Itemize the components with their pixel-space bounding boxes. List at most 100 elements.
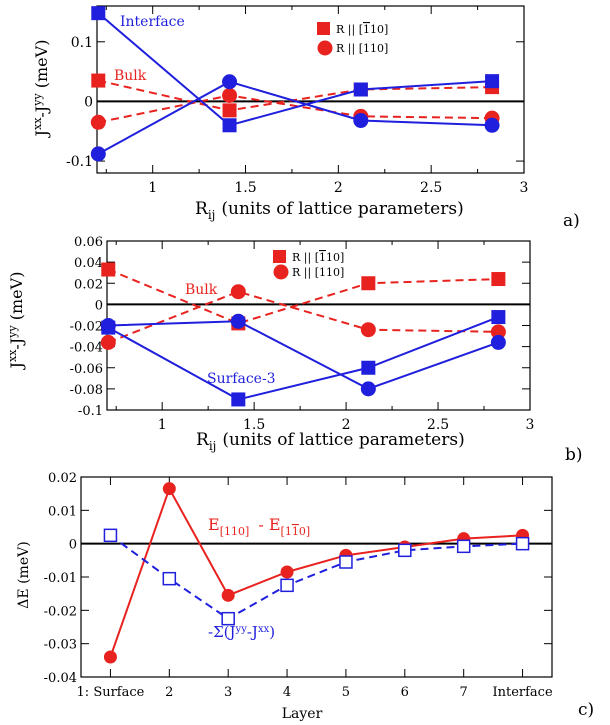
data-point — [360, 381, 376, 397]
data-point — [353, 82, 368, 97]
panel-a: 1 1.5 2 2.5 3 -0.1 0 0.1 R || [110] R || [110] … — [31, 5, 580, 231]
y-tick-label: -0.02 — [70, 320, 103, 335]
data-point — [90, 114, 106, 130]
y-axis-label: ΔE (meV) — [16, 541, 32, 608]
y-tick-label: -0.1 — [66, 154, 93, 170]
series-line — [97, 80, 493, 155]
data-point — [398, 543, 412, 558]
data-point — [222, 87, 238, 103]
data-point — [490, 334, 506, 350]
data-point — [361, 360, 376, 375]
x-tick-label: 5 — [342, 685, 350, 700]
legend-entry-1: R || [110] — [336, 23, 388, 37]
y-tick-label: -0.04 — [44, 671, 77, 686]
panel-b-axes: 1 1.5 2 2.5 3 -0.1 -0.08 -0.06 -0.04 -0.02 0 0.02 0.… — [70, 235, 535, 433]
data-point — [280, 565, 294, 579]
legend-circle-marker — [273, 264, 289, 280]
y-tick-label: -0.04 — [70, 341, 103, 356]
panel-b-series — [100, 262, 506, 407]
data-point — [515, 536, 530, 551]
x-tick-label: 4 — [283, 685, 291, 700]
data-point — [221, 588, 235, 602]
data-point — [456, 539, 471, 554]
data-point — [491, 310, 506, 325]
panel-b: 1 1.5 2 2.5 3 -0.1 -0.08 -0.06 -0.04 -0.02 0 0.02 0.… — [6, 235, 583, 465]
y-tick-label: -0.02 — [44, 604, 77, 619]
data-point — [230, 313, 246, 329]
series-line — [97, 12, 493, 127]
data-point — [491, 272, 506, 287]
panel-a-frame — [96, 5, 525, 174]
data-point — [280, 578, 294, 593]
annotation-sum: -Σ(Jyy-Jxx) — [208, 623, 275, 641]
y-axis-label: Jxx-Jyy (meV) — [6, 272, 27, 371]
x-tick-label: 1: Surface — [77, 685, 145, 700]
x-tick-label: 2.5 — [427, 417, 449, 433]
x-tick-label: 2.5 — [420, 180, 442, 196]
data-point — [221, 611, 235, 626]
data-point — [162, 571, 177, 586]
annotation-energy-difference: E[110] - E[110] — [208, 515, 310, 538]
x-tick-label: 1.5 — [243, 417, 265, 433]
data-point — [222, 74, 238, 90]
annotation-bulk: Bulk — [185, 282, 218, 298]
x-axis-label: Rij (units of lattice parameters) — [196, 430, 465, 453]
data-point — [101, 262, 116, 277]
panel-b-legend: R || [110] R || [110] — [273, 250, 344, 280]
y-tick-label: -0.01 — [44, 571, 77, 586]
x-tick-label: Interface — [492, 685, 552, 700]
legend-circle-marker — [317, 40, 333, 56]
series-line — [107, 290, 499, 344]
series-line — [107, 268, 499, 325]
x-tick-label: 1 — [158, 417, 167, 433]
panel-label-a: a) — [563, 211, 580, 231]
data-point — [103, 528, 118, 543]
x-axis-label: Layer — [282, 706, 323, 722]
x-tick-label: 6 — [401, 685, 409, 700]
data-point — [485, 74, 500, 89]
data-point — [490, 324, 506, 340]
x-tick-label: 2 — [334, 180, 343, 196]
data-point — [162, 482, 176, 496]
y-tick-label: 0 — [69, 538, 77, 553]
x-tick-label: 2 — [342, 417, 351, 433]
series-line — [98, 94, 493, 124]
legend-entry-2: R || [110] — [292, 266, 344, 280]
panel-label-b: b) — [565, 445, 583, 465]
legend-square-marker — [273, 250, 286, 263]
panel-c: 1: Surface 2 3 4 5 6 7 Interface -0.04 -0.03 -0.02… — [16, 471, 594, 722]
x-tick-label: 1.5 — [234, 180, 256, 196]
x-tick-label: 2 — [165, 685, 173, 700]
legend-entry-1: R || [110] — [292, 251, 344, 265]
data-point — [353, 113, 369, 129]
data-point — [222, 118, 237, 133]
x-tick-label: 3 — [224, 685, 232, 700]
series-line — [109, 534, 523, 620]
y-axis-label: Jxx-Jyy (meV) — [31, 40, 52, 139]
data-point — [90, 146, 106, 162]
x-axis-label: Rij (units of lattice parameters) — [195, 199, 464, 222]
data-point — [484, 117, 500, 133]
y-tick-label: 0 — [95, 298, 103, 313]
data-point — [231, 392, 246, 407]
data-point — [360, 322, 376, 338]
x-tick-label: 7 — [460, 685, 468, 700]
legend-square-marker — [317, 22, 330, 35]
panel-c-series — [103, 482, 530, 664]
y-tick-label: 0.02 — [74, 277, 103, 292]
y-tick-label: 0.04 — [74, 256, 103, 271]
data-point — [100, 334, 116, 350]
data-point — [230, 284, 246, 300]
y-tick-label: 0.1 — [71, 35, 93, 51]
series-line — [98, 79, 493, 112]
y-tick-label: 0 — [84, 94, 93, 110]
panel-a-series — [90, 6, 500, 162]
panel-a-axes: 1 1.5 2 2.5 3 -0.1 0 0.1 — [66, 6, 528, 196]
panel-c-frame — [80, 476, 553, 678]
panel-label-c: c) — [578, 700, 594, 720]
data-point — [339, 555, 353, 569]
y-tick-label: 0.01 — [48, 504, 77, 519]
x-tick-label: 1 — [148, 180, 157, 196]
data-point — [91, 73, 106, 88]
y-tick-label: -0.08 — [70, 383, 103, 398]
